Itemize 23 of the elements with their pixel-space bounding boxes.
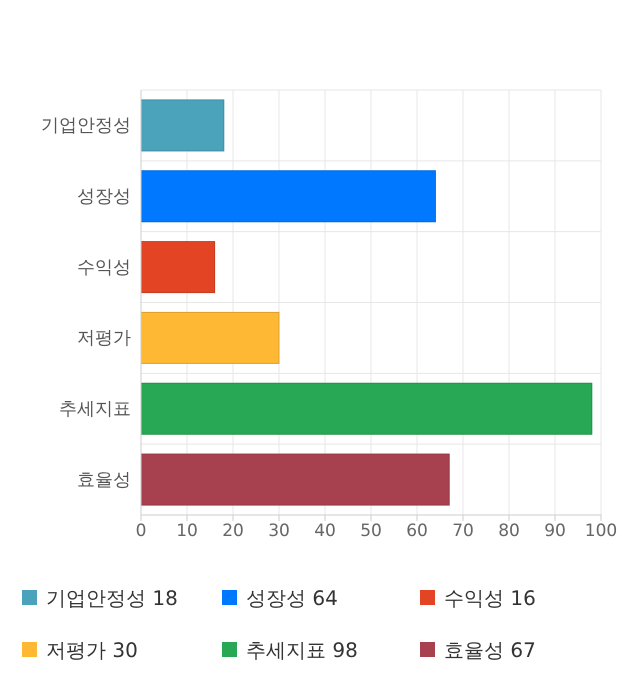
y-tick-label: 저평가: [77, 328, 131, 349]
x-tick-label: 60: [406, 521, 428, 542]
legend-label: 수익성 16: [444, 586, 536, 610]
legend-label: 기업안정성 18: [46, 586, 178, 610]
x-tick-label: 70: [452, 521, 474, 542]
legend-label: 추세지표 98: [246, 638, 358, 662]
x-tick-label: 40: [314, 521, 336, 542]
y-tick-label: 효율성: [77, 469, 131, 490]
legend-label: 효율성 67: [444, 638, 536, 662]
x-tick-label: 100: [584, 521, 618, 542]
y-tick-label: 수익성: [77, 256, 131, 278]
x-tick-label: 30: [268, 521, 290, 542]
x-tick-label: 80: [498, 521, 520, 542]
legend-label: 저평가 30: [46, 638, 138, 662]
x-tick-label: 50: [360, 521, 382, 542]
y-tick-label: 성장성: [77, 186, 131, 208]
x-tick-label: 0: [136, 521, 146, 542]
x-tick-label: 20: [222, 521, 244, 542]
y-tick-label: 추세지표: [59, 398, 131, 420]
legend-label: 성장성 64: [246, 586, 338, 610]
x-tick-label: 90: [544, 521, 566, 542]
y-tick-label: 기업안정성: [41, 115, 131, 136]
x-tick-label: 10: [176, 521, 198, 542]
